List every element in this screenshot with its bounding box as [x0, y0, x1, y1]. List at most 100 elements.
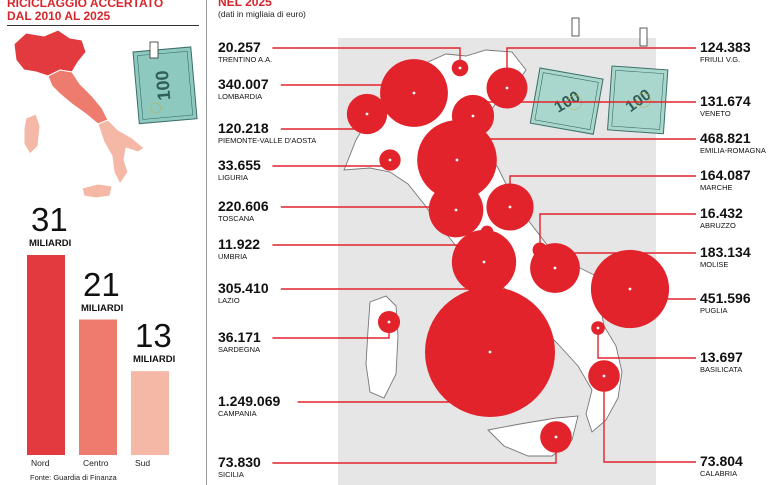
bar-nord: [27, 255, 65, 455]
region-name-friuli-v-g: FRIULI V.G.: [700, 55, 741, 64]
region-name-sardegna: SARDEGNA: [218, 345, 261, 354]
bubble-dot-toscana: [454, 208, 458, 212]
bar-category-nord: Nord: [31, 458, 50, 468]
bubble-dot-lazio: [482, 260, 486, 264]
bubble-dot-lombardia: [412, 91, 416, 95]
region-name-piemonte-valle-d-aosta: PIEMONTE-VALLE D'AOSTA: [218, 136, 317, 145]
bubble-dot-molise: [553, 266, 557, 270]
region-label-calabria: 73.804 CALABRIA: [700, 454, 743, 479]
region-label-marche: 164.087 MARCHE: [700, 167, 751, 193]
mini-map-sardegna: [23, 113, 41, 155]
leader-line-basilicata: [597, 328, 696, 359]
bubble-dot-sicilia: [554, 435, 558, 439]
region-value-veneto: 131.674: [700, 93, 751, 109]
bar-value-sud: 13: [135, 317, 172, 355]
left-title-rule: [7, 25, 199, 26]
leader-line-calabria: [603, 376, 696, 463]
bubble-dot-marche: [508, 205, 512, 209]
region-value-liguria: 33.655: [218, 157, 261, 173]
region-label-toscana: 220.606 TOSCANA: [218, 199, 269, 224]
region-name-trentino-a-a: TRENTINO A.A.: [218, 55, 273, 64]
banknote-illustration-right-2: 100: [607, 65, 669, 135]
right-panel-title: NEL 2025: [218, 0, 272, 9]
region-value-friuli-v-g: 124.383: [700, 39, 751, 55]
clothespin-icon: [639, 27, 648, 47]
bubble-dot-calabria: [602, 374, 606, 378]
region-name-toscana: TOSCANA: [218, 214, 255, 223]
region-name-puglia: PUGLIA: [700, 306, 728, 315]
mini-map-north: [13, 29, 87, 77]
region-label-abruzzo: 16.432 ABRUZZO: [700, 205, 743, 231]
region-value-marche: 164.087: [700, 167, 751, 183]
region-name-basilicata: BASILICATA: [700, 365, 743, 374]
mini-map-sud: [97, 119, 145, 185]
bubble-dot-puglia: [628, 287, 632, 291]
region-value-umbria: 11.922: [218, 236, 261, 252]
bar-value-nord: 31: [31, 201, 68, 238]
region-value-trentino-a-a: 20.257: [218, 39, 261, 55]
left-title-line-1: RICICLAGGIO ACCERTATO: [7, 0, 164, 10]
region-value-sardegna: 36.171: [218, 329, 261, 345]
left-panel-title: RICICLAGGIO ACCERTATO DAL 2010 AL 2025: [7, 0, 163, 23]
source-note: Fonte: Guardia di Finanza: [30, 473, 117, 482]
region-name-molise: MOLISE: [700, 260, 729, 269]
region-label-puglia: 451.596 PUGLIA: [700, 290, 751, 316]
region-label-piemonte-valle-d-aosta: 120.218 PIEMONTE-VALLE D'AOSTA: [218, 120, 317, 146]
region-label-lombardia: 340.007 LOMBARDIA: [218, 76, 269, 102]
bar-unit-nord: MILIARDI: [29, 238, 72, 249]
bubble-dot-trentino-a-a: [458, 66, 462, 70]
unit-note: (dati in migliaia di euro): [218, 9, 306, 19]
left-title-line-2: DAL 2010 AL 2025: [7, 9, 111, 23]
mini-italy-map: [13, 29, 145, 199]
region-value-lazio: 305.410: [218, 280, 269, 296]
region-label-veneto: 131.674 VENETO: [700, 93, 751, 119]
region-label-friuli-v-g: 124.383 FRIULI V.G.: [700, 39, 751, 65]
bar-category-sud: Sud: [135, 458, 151, 468]
banknote-illustration-right-1: 100: [529, 67, 604, 135]
region-label-basilicata: 13.697 BASILICATA: [700, 349, 743, 375]
bubble-dot-campania: [488, 350, 492, 354]
region-name-liguria: LIGURIA: [218, 173, 249, 182]
region-name-marche: MARCHE: [700, 183, 733, 192]
panel-divider: [206, 0, 207, 485]
svg-text:100: 100: [152, 70, 175, 102]
region-name-sicilia: SICILIA: [218, 470, 244, 479]
region-value-campania: 1.249.069: [218, 393, 281, 409]
clothespin-icon: [149, 41, 159, 59]
bar-centro: [79, 319, 117, 455]
region-name-veneto: VENETO: [700, 109, 731, 118]
region-label-trentino-a-a: 20.257 TRENTINO A.A.: [218, 39, 273, 65]
region-name-umbria: UMBRIA: [218, 252, 248, 261]
bar-unit-sud: MILIARDI: [133, 354, 176, 366]
region-label-campania: 1.249.069 CAMPANIA: [218, 393, 281, 419]
region-label-lazio: 305.410 LAZIO: [218, 280, 269, 306]
region-name-campania: CAMPANIA: [218, 409, 257, 418]
region-value-piemonte-valle-d-aosta: 120.218: [218, 120, 269, 136]
region-label-liguria: 33.655 LIGURIA: [218, 157, 261, 183]
bubble-dot-veneto: [471, 114, 475, 118]
region-value-puglia: 451.596: [700, 290, 751, 306]
leader-line-abruzzo: [539, 213, 696, 250]
region-value-basilicata: 13.697: [700, 349, 743, 365]
bar-value-centro: 21: [83, 265, 120, 303]
region-label-sardegna: 36.171 SARDEGNA: [218, 329, 261, 355]
region-value-molise: 183.134: [700, 244, 751, 260]
bubble-dot-basilicata: [596, 326, 600, 330]
region-value-abruzzo: 16.432: [700, 205, 743, 221]
region-value-sicilia: 73.830: [218, 454, 261, 470]
bar-sud: [131, 371, 169, 455]
region-label-sicilia: 73.830 SICILIA: [218, 454, 261, 480]
region-name-emilia-romagna: EMILIA-ROMAGNA: [700, 146, 766, 155]
region-value-lombardia: 340.007: [218, 76, 269, 92]
region-name-abruzzo: ABRUZZO: [700, 221, 736, 230]
region-name-calabria: CALABRIA: [700, 469, 738, 478]
mini-map-centro: [47, 69, 109, 125]
region-value-emilia-romagna: 468.821: [700, 130, 751, 146]
region-label-molise: 183.134 MOLISE: [700, 244, 751, 270]
bar-category-centro: Centro: [83, 458, 109, 468]
bubble-dot-sardegna: [387, 320, 391, 324]
region-name-lombardia: LOMBARDIA: [218, 92, 263, 101]
bubbles-layer: [346, 59, 670, 453]
bubble-dot-piemonte-valle-d-aosta: [365, 112, 369, 116]
bubble-dot-liguria: [388, 158, 392, 162]
